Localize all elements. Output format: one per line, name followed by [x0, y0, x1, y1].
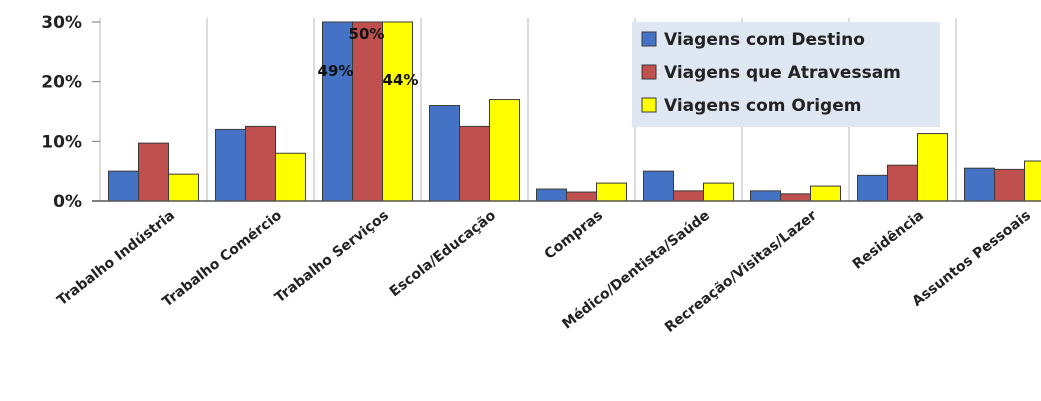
legend-label: Viagens com Destino — [664, 30, 865, 50]
y-tick-label: 0% — [53, 192, 82, 212]
x-tick-label: Escola/Educação — [387, 207, 499, 300]
bar — [429, 105, 460, 202]
bar — [138, 142, 169, 202]
bar — [108, 170, 139, 202]
bar — [489, 99, 520, 202]
y-tick-label: 20% — [41, 73, 82, 93]
data-label: 49% — [318, 62, 354, 80]
bar — [917, 133, 948, 202]
x-tick-label: Residência — [850, 208, 927, 273]
bar — [168, 173, 199, 202]
bar — [536, 188, 567, 202]
bar — [964, 167, 995, 202]
axis-layer: 0% 10% 20% 30% — [41, 13, 1041, 212]
y-tick-label: 10% — [41, 132, 82, 152]
x-tick-label: Trabalho Comércio — [160, 207, 286, 310]
bar — [215, 128, 246, 202]
y-tick-label: 30% — [41, 13, 82, 33]
bar — [750, 190, 781, 202]
bar — [382, 21, 413, 202]
bar — [810, 185, 841, 202]
legend-swatch — [641, 64, 657, 80]
x-tick-label: Assuntos Pessoais — [909, 208, 1034, 310]
data-label: 50% — [349, 25, 385, 43]
legend-swatch — [641, 97, 657, 113]
bar — [780, 193, 811, 202]
bar — [994, 168, 1025, 202]
bar — [352, 21, 383, 202]
bar — [887, 164, 918, 202]
legend: Viagens com Destino Viagens que Atravessa… — [632, 22, 940, 127]
x-tick-label: Trabalho Indústria — [54, 208, 178, 310]
bar — [857, 174, 888, 202]
bar — [643, 170, 674, 202]
bar — [275, 152, 306, 202]
data-label: 44% — [383, 71, 419, 89]
bar — [459, 125, 490, 202]
bar — [245, 125, 276, 202]
bar — [566, 191, 597, 202]
bars-layer — [108, 21, 1041, 202]
bar — [596, 182, 627, 202]
bar — [322, 21, 353, 202]
x-tick-label: Compras — [542, 208, 606, 263]
bar — [1024, 160, 1041, 202]
x-tick-label: Trabalho Serviços — [272, 208, 392, 307]
legend-box — [632, 22, 940, 127]
bar — [673, 190, 704, 202]
legend-swatch — [641, 31, 657, 47]
bar — [703, 182, 734, 202]
legend-label: Viagens que Atravessam — [664, 63, 901, 83]
legend-label: Viagens com Origem — [664, 96, 861, 116]
